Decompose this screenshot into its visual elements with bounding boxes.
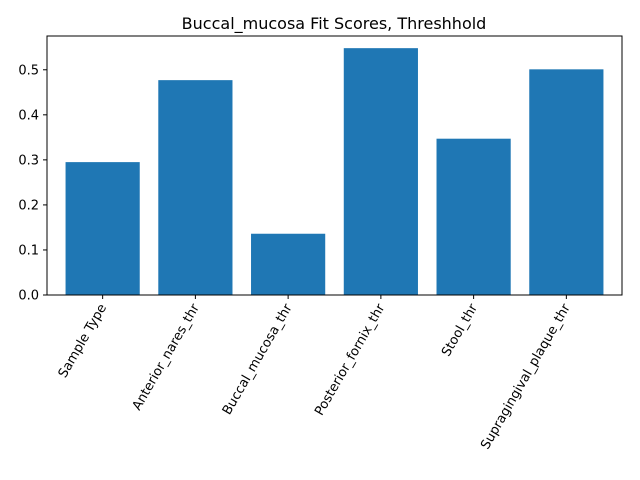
y-tick-label: 0.4: [18, 108, 39, 123]
x-axis: Sample Type Anterior_nares_thr Buccal_muco…: [56, 295, 574, 452]
bar-4: [436, 138, 511, 295]
x-tick-label: Buccal_mucosa_thr: [220, 301, 296, 418]
bar-5: [529, 69, 604, 295]
x-tick-label: Posterior_fornix_thr: [312, 301, 388, 418]
bar-0: [65, 162, 140, 295]
y-tick-label: 0.5: [18, 63, 39, 78]
plot-frame: [46, 35, 623, 296]
bar-2: [251, 233, 326, 295]
y-tick-label: 0.0: [18, 289, 39, 304]
bar-1: [158, 80, 233, 295]
bar-3: [343, 48, 418, 295]
y-axis: 0.0 0.1 0.2 0.3 0.4 0.5: [18, 63, 47, 304]
x-tick-label: Anterior_nares_thr: [130, 301, 203, 413]
y-tick-label: 0.1: [18, 243, 39, 258]
axes-spines: [46, 35, 623, 296]
y-tick-label: 0.3: [18, 153, 39, 168]
x-tick-label: Supragingival_plaque_thr: [478, 301, 574, 452]
x-tick-label: Sample Type: [56, 302, 110, 381]
x-tick-label: Stool_thr: [439, 301, 481, 359]
y-tick-label: 0.2: [18, 198, 39, 213]
chart-title: Buccal_mucosa Fit Scores, Threshhold: [182, 14, 487, 34]
bars-group: [65, 48, 604, 295]
